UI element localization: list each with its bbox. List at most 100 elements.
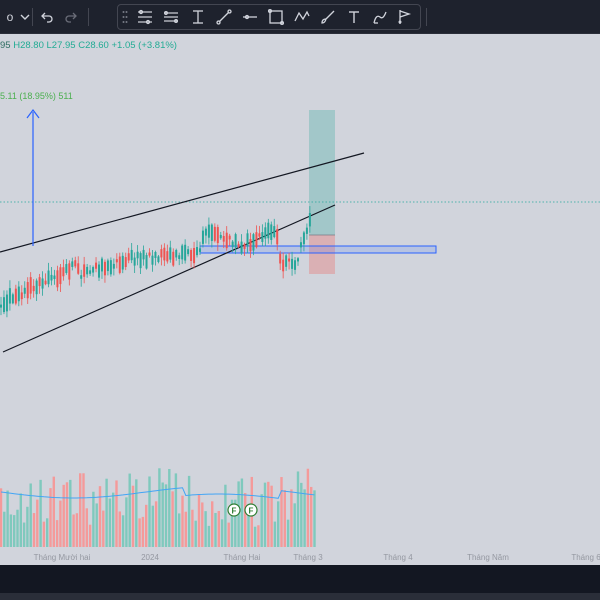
volume-bar (118, 511, 121, 547)
volume-bar (168, 469, 171, 547)
candle (83, 256, 86, 284)
drag-handle-icon[interactable] (120, 7, 130, 27)
undo-icon[interactable] (36, 6, 58, 28)
volume-bar (85, 508, 88, 547)
candle (201, 226, 204, 248)
volume-bar (82, 473, 85, 547)
redo-icon[interactable] (60, 6, 82, 28)
candle (166, 244, 169, 264)
candle (261, 224, 264, 247)
parallel-channel-icon[interactable] (161, 7, 181, 27)
projection-label: 5.11 (18.95%) 511 (0, 91, 73, 101)
volume-bar (306, 468, 310, 547)
candle (154, 250, 157, 266)
volume-bar (115, 480, 118, 547)
candle (53, 269, 56, 285)
volume-bar (29, 483, 32, 547)
toolbar-divider (32, 8, 33, 26)
volume-bar (49, 488, 52, 547)
volume-bar (217, 510, 220, 547)
text-icon[interactable] (344, 7, 364, 27)
volume-bar (154, 501, 158, 547)
volume-bar (108, 498, 112, 547)
top-toolbar: o (0, 0, 600, 34)
volume-bar (112, 492, 115, 547)
volume-bar (197, 493, 201, 547)
volume-bar (98, 486, 102, 547)
path-icon[interactable] (292, 7, 312, 27)
volume-bar (36, 499, 39, 547)
candle (178, 252, 181, 266)
candle (112, 258, 115, 276)
candle (142, 245, 145, 266)
candle (267, 218, 270, 244)
candle (145, 252, 148, 270)
lower-trend-line (2, 204, 336, 353)
fib-retracement-icon[interactable] (135, 7, 155, 27)
pen-icon[interactable] (370, 7, 390, 27)
candle (228, 233, 231, 246)
candle (204, 226, 207, 244)
brush-icon[interactable] (318, 7, 338, 27)
volume-bar (187, 475, 191, 547)
volume-bar (148, 476, 151, 547)
volume-bar (145, 504, 148, 547)
text-cursor-icon[interactable] (188, 7, 208, 27)
bottom-scroll-strip[interactable] (0, 593, 600, 600)
legend-open: 95 (0, 40, 11, 51)
candle (11, 292, 14, 305)
candle (151, 249, 154, 272)
candle (136, 245, 139, 266)
candle (294, 257, 297, 275)
candle (44, 273, 47, 286)
drawing-toolbar (117, 4, 421, 30)
candle (2, 290, 5, 315)
candle (95, 257, 98, 273)
rectangle-icon[interactable] (266, 7, 286, 27)
volume-bar (296, 471, 300, 547)
candle (240, 234, 243, 255)
candle (231, 240, 234, 253)
event-marker[interactable]: F (244, 503, 258, 517)
time-axis[interactable]: Tháng Mười hai 2024 Tháng Hai Tháng 3 Th… (34, 553, 600, 562)
chart-pane[interactable]: 95 H28.80 L27.95 C28.60 +1.05 (+3.81%) 5… (0, 34, 600, 565)
event-marker[interactable]: F (227, 503, 241, 517)
interval-label: o (6, 10, 14, 24)
time-axis-label: Tháng Năm (467, 553, 509, 562)
volume-bar (62, 484, 65, 547)
volume-bar (273, 521, 277, 547)
chevron-down-icon[interactable] (14, 6, 36, 28)
legend-close: C28.60 (78, 40, 109, 51)
candle (20, 285, 23, 306)
volume-bar (3, 511, 6, 547)
candle (86, 263, 89, 278)
volume-bar (244, 492, 247, 547)
volume-bar (88, 524, 92, 547)
flag-icon[interactable] (394, 7, 414, 27)
candle (62, 259, 65, 281)
candle (184, 239, 187, 264)
volume-bar (184, 511, 187, 547)
candle (26, 277, 29, 304)
toolbar-divider (88, 8, 89, 26)
candle (258, 225, 261, 241)
volume-bar (174, 473, 178, 547)
candle (118, 252, 121, 275)
candle (17, 281, 20, 307)
volume-bar (0, 488, 3, 547)
volume-bar (257, 525, 260, 547)
volume-bar (207, 525, 211, 547)
candle (56, 265, 59, 292)
ohlc-legend: 95 H28.80 L27.95 C28.60 +1.05 (+3.81%) (0, 40, 177, 51)
trend-line-icon[interactable] (214, 7, 234, 27)
volume-bar (234, 499, 237, 547)
candle (80, 269, 83, 287)
candle (0, 296, 2, 316)
horizontal-line-icon[interactable] (240, 7, 260, 27)
candle (41, 271, 44, 296)
volume-bar (204, 511, 207, 547)
candle (68, 260, 71, 286)
candle (169, 240, 172, 263)
volume-bar (286, 519, 290, 547)
interval-selector[interactable]: o (0, 6, 20, 28)
